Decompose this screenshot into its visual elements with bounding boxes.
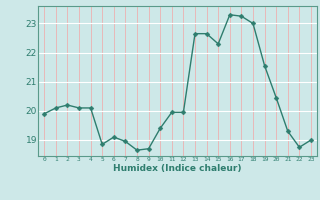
- X-axis label: Humidex (Indice chaleur): Humidex (Indice chaleur): [113, 164, 242, 173]
